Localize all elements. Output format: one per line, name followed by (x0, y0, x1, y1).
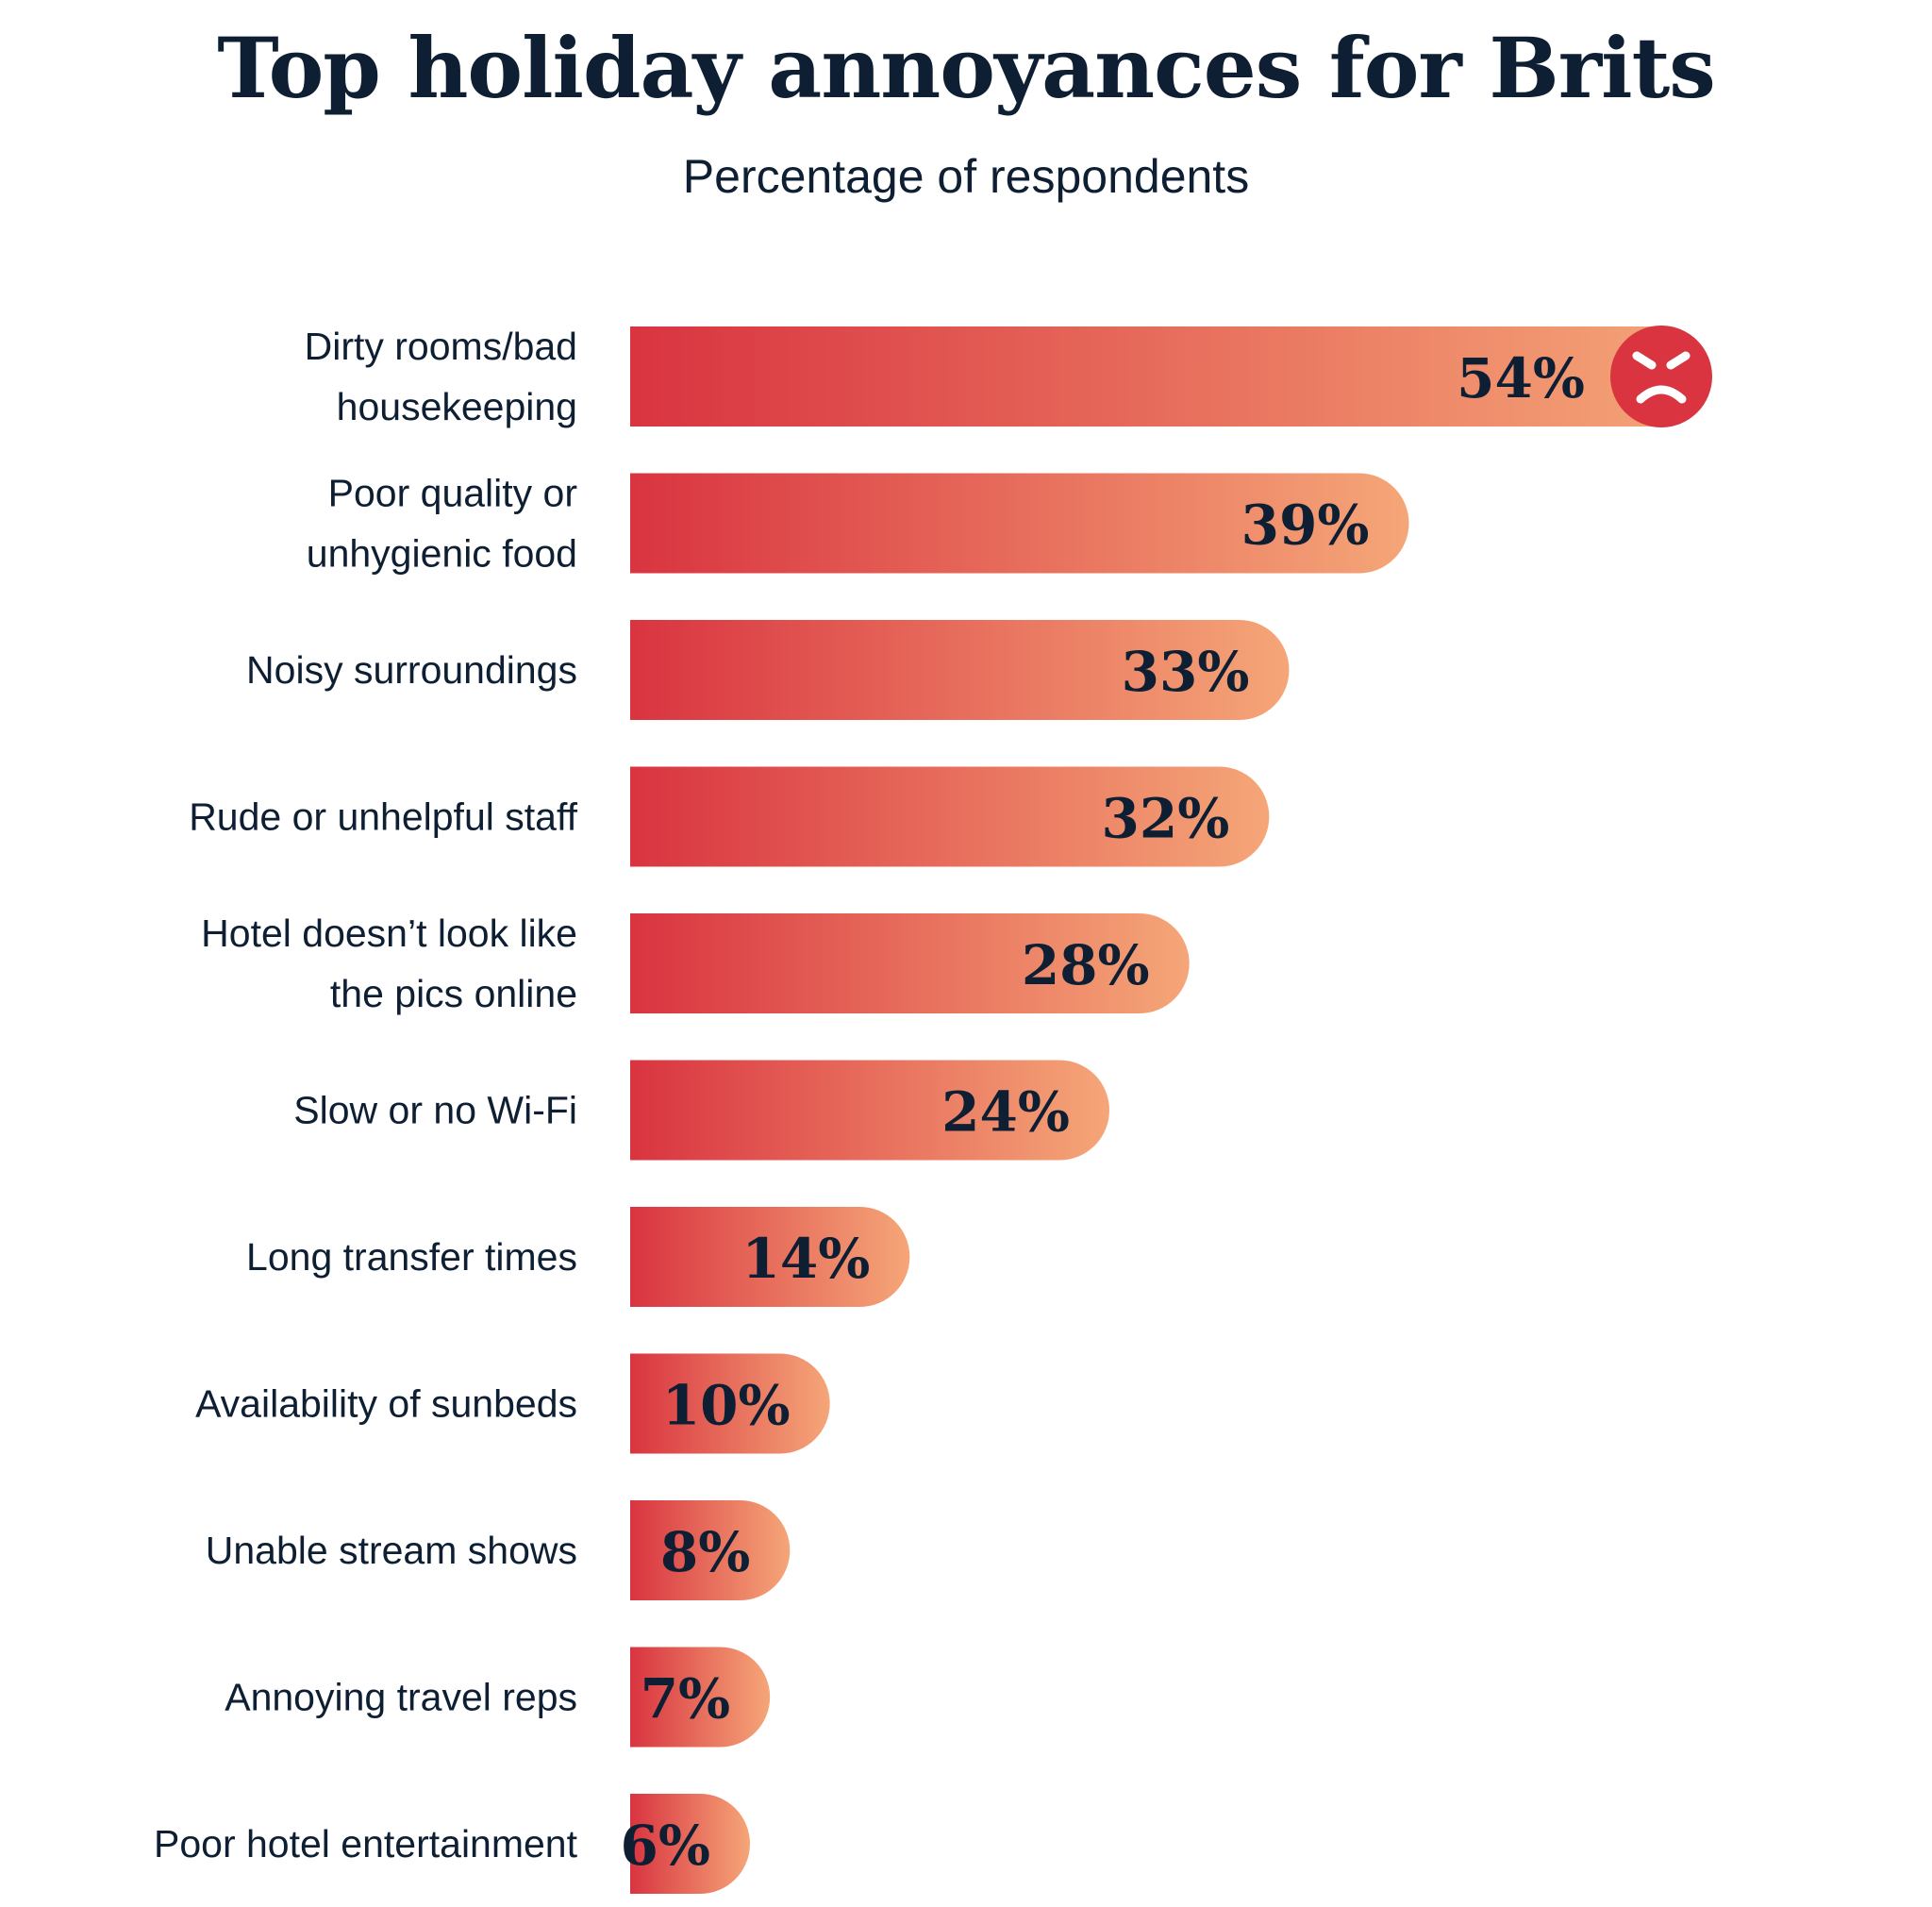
category-label: Rude or unhelpful staff (189, 795, 577, 839)
bar (630, 1207, 910, 1307)
category-label: Poor hotel entertainment (154, 1822, 578, 1865)
angry-face-icon (1610, 326, 1712, 427)
bar (630, 1794, 750, 1894)
value-label: 7% (641, 1667, 730, 1731)
category-label: Poor quality or (328, 472, 577, 515)
category-label: housekeeping (337, 385, 577, 428)
chart-subtitle: Percentage of respondents (682, 150, 1250, 203)
value-label: 8% (660, 1520, 750, 1584)
bars-layer: Dirty rooms/bad housekeeping 54% Poor quali… (154, 325, 1712, 1894)
value-label: 39% (1241, 493, 1370, 558)
category-label: Annoying travel reps (225, 1676, 577, 1719)
value-label: 6% (621, 1814, 710, 1878)
category-label: Availability of sunbeds (195, 1382, 577, 1426)
category-label: the pics online (330, 972, 577, 1015)
value-label: 10% (662, 1374, 791, 1438)
bar-group: Dirty rooms/bad housekeeping 54% (305, 325, 1712, 428)
category-label: Dirty rooms/bad (305, 325, 577, 368)
bar-group: Annoying travel reps 7% (225, 1647, 771, 1748)
bar-group: Hotel doesn’t look like the pics online 28… (201, 912, 1190, 1015)
category-label: unhygienic food (307, 532, 577, 576)
bar-group: Long transfer times 14% (246, 1207, 910, 1307)
chart-title: Top holiday annoyances for Brits (217, 19, 1716, 117)
bar (630, 473, 1409, 574)
bar (630, 766, 1270, 867)
value-label: 33% (1122, 640, 1250, 704)
category-label: Slow or no Wi-Fi (293, 1089, 577, 1132)
bar (630, 1500, 791, 1600)
category-label: Noisy surroundings (246, 648, 577, 692)
category-label: Hotel doesn’t look like (201, 912, 577, 955)
bar (630, 1647, 771, 1748)
value-label: 28% (1022, 933, 1150, 997)
bar (630, 913, 1190, 1013)
value-label: 54% (1457, 346, 1585, 410)
bar-group: Noisy surroundings 33% (246, 620, 1290, 720)
bar-group: Poor quality or unhygienic food 39% (307, 472, 1409, 576)
bar-group: Poor hotel entertainment 6% (154, 1794, 750, 1894)
category-label: Long transfer times (246, 1235, 577, 1279)
value-label: 14% (742, 1227, 871, 1291)
bar (630, 620, 1290, 720)
bar (630, 1353, 830, 1454)
bar (630, 1060, 1109, 1161)
bar-group: Rude or unhelpful staff 32% (189, 766, 1270, 867)
bar-group: Unable stream shows 8% (206, 1500, 791, 1600)
value-label: 24% (941, 1080, 1070, 1145)
bar-group: Availability of sunbeds 10% (195, 1353, 830, 1454)
value-label: 32% (1102, 787, 1230, 851)
category-label: Unable stream shows (206, 1529, 577, 1572)
bar (630, 326, 1708, 427)
bar-group: Slow or no Wi-Fi 24% (293, 1060, 1109, 1161)
